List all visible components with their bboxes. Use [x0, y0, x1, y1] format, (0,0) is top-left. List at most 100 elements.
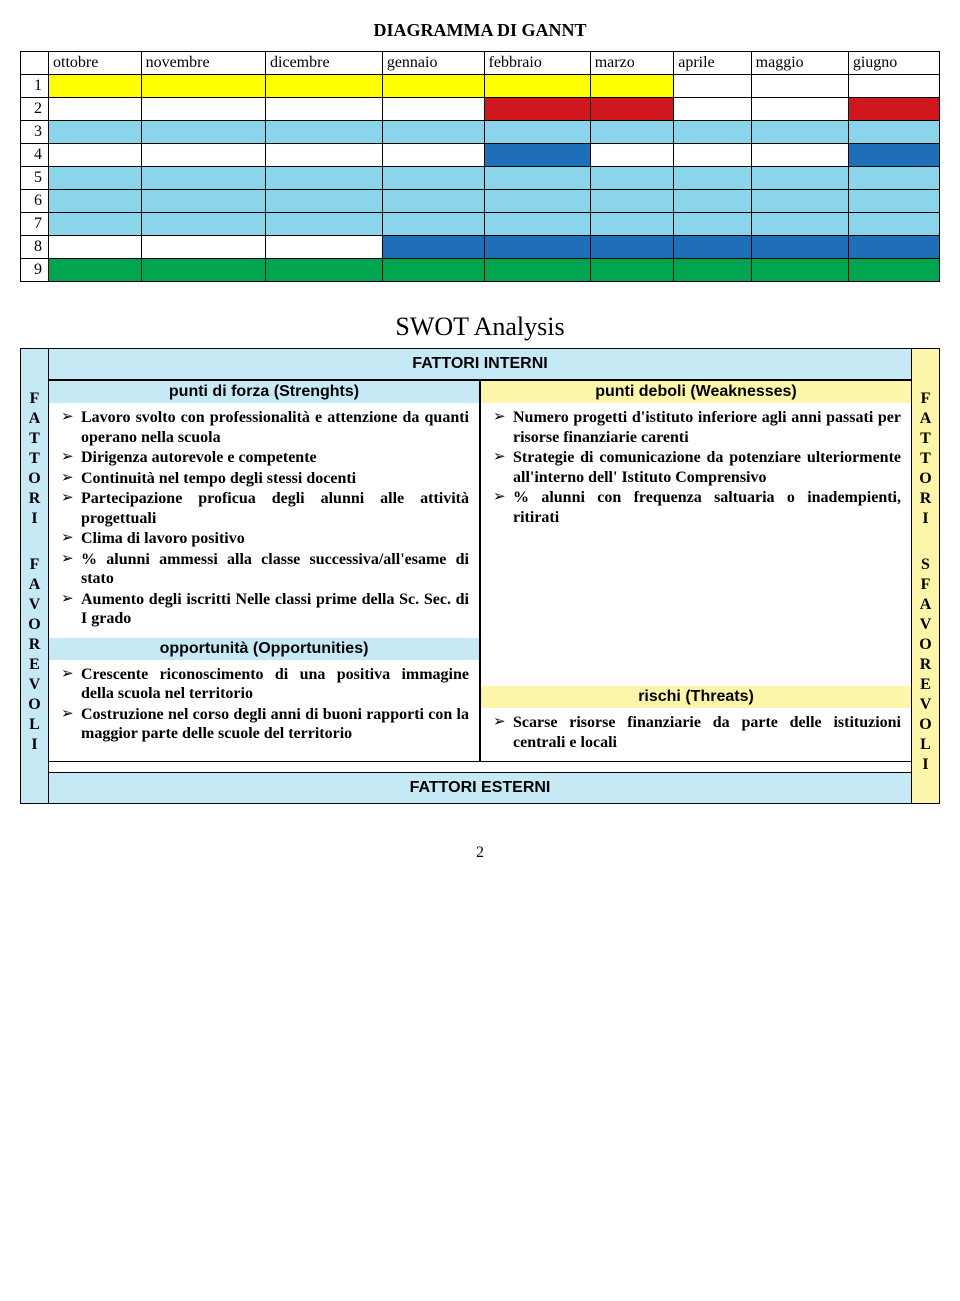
- gantt-cell: [382, 190, 484, 213]
- gantt-cell: [382, 75, 484, 98]
- swot-item: % alunni con frequenza saltuaria o inade…: [491, 488, 901, 527]
- gantt-rownum: 7: [21, 213, 49, 236]
- gantt-cell: [674, 259, 751, 282]
- gantt-cell: [141, 75, 265, 98]
- gantt-cell: [49, 167, 142, 190]
- swot-item: Numero progetti d'istituto inferiore agl…: [491, 408, 901, 447]
- gantt-rownum: 4: [21, 144, 49, 167]
- swot-container: FATTORIFAVOREVOLI FATTORI INTERNI punti …: [20, 348, 940, 804]
- gantt-cell: [590, 98, 674, 121]
- gantt-cell: [674, 213, 751, 236]
- side-label-sfavorevoli: FATTORISFAVOREVOLI: [912, 348, 940, 804]
- threats-label: rischi (Threats): [481, 686, 911, 708]
- gantt-month-header: febbraio: [484, 52, 590, 75]
- swot-item: Dirigenza autorevole e competente: [59, 448, 469, 468]
- gantt-cell: [484, 190, 590, 213]
- gantt-cell: [590, 190, 674, 213]
- gantt-cell: [382, 144, 484, 167]
- gantt-cell: [382, 167, 484, 190]
- swot-item: Aumento degli iscritti Nelle classi prim…: [59, 590, 469, 629]
- gantt-cell: [141, 98, 265, 121]
- gantt-cell: [751, 167, 848, 190]
- gantt-cell: [141, 259, 265, 282]
- swot-title: SWOT Analysis: [20, 312, 940, 342]
- gantt-cell: [674, 167, 751, 190]
- gantt-cell: [674, 75, 751, 98]
- gantt-cell: [848, 259, 939, 282]
- strengths-label: punti di forza (Strenghts): [49, 381, 479, 403]
- gantt-rownum: 1: [21, 75, 49, 98]
- gantt-rownum: 6: [21, 190, 49, 213]
- gantt-cell: [49, 121, 142, 144]
- gantt-cell: [848, 213, 939, 236]
- gantt-cell: [484, 98, 590, 121]
- gantt-cell: [751, 190, 848, 213]
- gantt-cell: [848, 121, 939, 144]
- gantt-cell: [49, 190, 142, 213]
- gantt-cell: [49, 98, 142, 121]
- opportunities-list: Crescente riconoscimento di una positiva…: [59, 665, 469, 744]
- gantt-table: ottobrenovembredicembregennaiofebbraioma…: [20, 51, 940, 282]
- gantt-cell: [266, 167, 383, 190]
- gantt-cell: [674, 121, 751, 144]
- threats-list: Scarse risorse finanziarie da parte dell…: [491, 713, 901, 752]
- gantt-cell: [266, 236, 383, 259]
- gantt-cell: [590, 259, 674, 282]
- gantt-cell: [266, 98, 383, 121]
- gantt-cell: [674, 190, 751, 213]
- gantt-month-header: gennaio: [382, 52, 484, 75]
- gantt-cell: [49, 259, 142, 282]
- gantt-cell: [590, 144, 674, 167]
- gantt-cell: [266, 190, 383, 213]
- gantt-cell: [141, 190, 265, 213]
- gantt-cell: [590, 167, 674, 190]
- gantt-cell: [266, 75, 383, 98]
- gantt-cell: [848, 190, 939, 213]
- gantt-rownum: 9: [21, 259, 49, 282]
- gantt-cell: [590, 75, 674, 98]
- gantt-month-header: aprile: [674, 52, 751, 75]
- gantt-cell: [141, 213, 265, 236]
- gantt-cell: [49, 236, 142, 259]
- opportunities-label: opportunità (Opportunities): [49, 638, 479, 660]
- gantt-cell: [484, 121, 590, 144]
- swot-item: Lavoro svolto con professionalità e atte…: [59, 408, 469, 447]
- gantt-cell: [484, 144, 590, 167]
- gantt-title: DIAGRAMMA DI GANNT: [20, 20, 940, 41]
- gantt-cell: [266, 259, 383, 282]
- gantt-cell: [590, 213, 674, 236]
- gantt-rownum: 5: [21, 167, 49, 190]
- swot-item: Costruzione nel corso degli anni di buon…: [59, 705, 469, 744]
- gantt-cell: [141, 121, 265, 144]
- gantt-cell: [382, 259, 484, 282]
- swot-item: Partecipazione proficua degli alunni all…: [59, 489, 469, 528]
- gantt-cell: [266, 144, 383, 167]
- gantt-month-header: novembre: [141, 52, 265, 75]
- swot-item: Continuità nel tempo degli stessi docent…: [59, 469, 469, 489]
- gantt-month-header: dicembre: [266, 52, 383, 75]
- gantt-cell: [751, 213, 848, 236]
- page-number: 2: [20, 844, 940, 862]
- gantt-cell: [49, 213, 142, 236]
- gantt-rownum: 3: [21, 121, 49, 144]
- gantt-cell: [382, 98, 484, 121]
- gantt-rownum: 2: [21, 98, 49, 121]
- swot-item: Scarse risorse finanziarie da parte dell…: [491, 713, 901, 752]
- weaknesses-label: punti deboli (Weaknesses): [481, 381, 911, 403]
- swot-item: Crescente riconoscimento di una positiva…: [59, 665, 469, 704]
- strengths-cell: punti di forza (Strenghts) Lavoro svolto…: [48, 380, 480, 762]
- gantt-cell: [590, 121, 674, 144]
- gantt-cell: [266, 213, 383, 236]
- gantt-rownum: 8: [21, 236, 49, 259]
- gantt-cell: [751, 259, 848, 282]
- gantt-cell: [751, 236, 848, 259]
- gantt-cell: [590, 236, 674, 259]
- gantt-cell: [751, 75, 848, 98]
- gantt-cell: [49, 144, 142, 167]
- gantt-cell: [382, 121, 484, 144]
- gantt-cell: [848, 236, 939, 259]
- gantt-cell: [141, 167, 265, 190]
- gantt-cell: [848, 167, 939, 190]
- gantt-cell: [751, 121, 848, 144]
- gantt-month-header: giugno: [848, 52, 939, 75]
